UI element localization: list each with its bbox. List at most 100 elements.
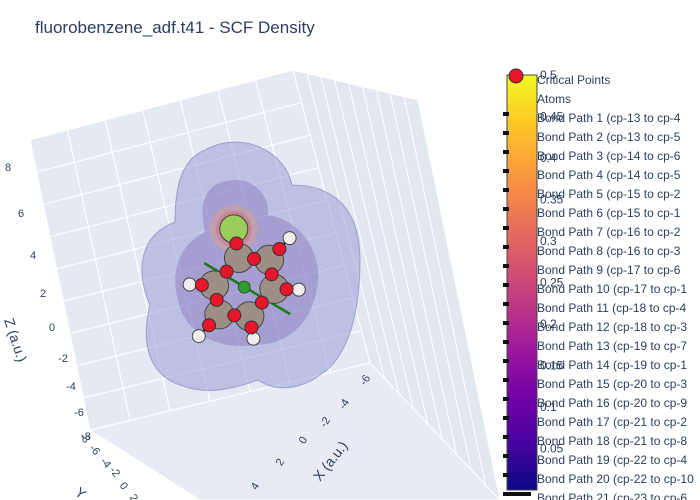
bond-critical-point[interactable] <box>254 295 269 310</box>
grid-line <box>320 76 400 394</box>
z-tick-label: -2 <box>58 353 68 365</box>
legend-item[interactable]: Bond Path 16 (cp-20 to cp-9 <box>503 396 687 410</box>
legend-item[interactable]: Bond Path 12 (cp-18 to cp-3 <box>503 320 687 334</box>
atom-H[interactable] <box>191 329 206 344</box>
colorbar-tick-label: 0.4 <box>540 151 557 165</box>
legend-item[interactable]: Bond Path 9 (cp-17 to cp-6 <box>503 263 681 277</box>
z-tick-label: -6 <box>74 407 84 419</box>
legend-label: Bond Path 15 (cp-20 to cp-3 <box>537 377 687 391</box>
grid-line <box>217 89 291 383</box>
legend-label: Bond Path 3 (cp-14 to cp-6 <box>537 149 681 163</box>
legend-item[interactable]: Bond Path 1 (cp-13 to cp-4 <box>503 111 681 125</box>
legend-line-icon <box>503 245 509 249</box>
colorbar-tick-label: 0.5 <box>540 68 557 82</box>
legend-line-icon <box>503 340 509 344</box>
legend-item[interactable]: Bond Path 5 (cp-15 to cp-2 <box>503 187 681 201</box>
bond-critical-point[interactable] <box>209 292 224 307</box>
legend-label: Bond Path 4 (cp-14 to cp-5 <box>537 168 681 182</box>
chart-title: fluorobenzene_adf.t41 - SCF Density <box>35 18 315 37</box>
grid-line <box>104 119 171 411</box>
legend-item[interactable]: Atoms <box>537 92 571 106</box>
bond-critical-point[interactable] <box>272 241 287 256</box>
legend-line-icon <box>503 188 509 192</box>
grid-line <box>254 79 331 373</box>
z-tick-label: 6 <box>18 208 24 220</box>
legend-item[interactable]: Bond Path 8 (cp-16 to cp-3 <box>503 244 681 258</box>
legend-item[interactable]: Bond Path 6 (cp-15 to cp-1 <box>503 206 681 220</box>
bond-critical-point[interactable] <box>202 318 217 333</box>
legend-item[interactable]: Bond Path 3 (cp-14 to cp-6 <box>503 149 681 163</box>
legend-item[interactable]: Bond Path 21 (cp-23 to cp-6 <box>503 491 687 500</box>
bond-critical-point[interactable] <box>264 267 279 282</box>
legend-item[interactable]: Bond Path 13 (cp-19 to cp-7 <box>503 339 687 353</box>
z-tick-label: 8 <box>5 162 11 174</box>
grid-line <box>76 297 354 367</box>
grid-line <box>306 73 385 379</box>
y-tick-label: -6 <box>87 443 102 458</box>
x-tick-label: 2 <box>274 457 287 469</box>
bond-critical-point[interactable] <box>194 277 209 292</box>
legend-line-icon <box>503 131 509 135</box>
legend-label: Bond Path 6 (cp-15 to cp-1 <box>537 206 681 220</box>
legend-label: Bond Path 21 (cp-23 to cp-6 <box>537 491 687 500</box>
legend-label: Atoms <box>537 92 571 106</box>
legend-label: Bond Path 7 (cp-16 to cp-2 <box>537 225 681 239</box>
legend-line-icon <box>503 359 509 363</box>
legend-line-icon <box>503 397 509 401</box>
grid-line <box>403 96 487 485</box>
legend-label: Bond Path 2 (cp-13 to cp-5 <box>537 130 681 144</box>
legend-item[interactable]: Bond Path 7 (cp-16 to cp-2 <box>503 225 681 239</box>
bond-critical-point[interactable] <box>229 236 244 251</box>
grid-line <box>36 102 302 173</box>
colorbar-tick-label: 0.2 <box>540 317 557 331</box>
legend-label: Bond Path 17 (cp-21 to cp-2 <box>537 415 687 429</box>
legend-item[interactable]: Bond Path 20 (cp-22 to cp-10 <box>503 472 694 486</box>
legend-label: Bond Path 14 (cp-19 to cp-1 <box>537 358 687 372</box>
legend-line-icon <box>503 169 509 173</box>
legend-line-icon <box>503 150 509 154</box>
bond-critical-point[interactable] <box>244 320 259 335</box>
legend-item[interactable]: Bond Path 14 (cp-19 to cp-1 <box>503 358 687 372</box>
legend-item[interactable]: Bond Path 4 (cp-14 to cp-5 <box>503 168 681 182</box>
legend-marker-icon <box>508 68 524 84</box>
legend-line-icon <box>503 207 509 211</box>
grid-line <box>69 264 345 334</box>
grid-line <box>67 129 131 421</box>
z-tick-label: -4 <box>66 381 76 393</box>
legend-item[interactable]: Bond Path 18 (cp-21 to cp-8 <box>503 434 687 448</box>
grid-line <box>348 83 429 425</box>
legend-label: Critical Points <box>537 73 610 87</box>
legend-label: Bond Path 8 (cp-16 to cp-3 <box>537 244 681 258</box>
bond-critical-point[interactable] <box>219 264 234 279</box>
atom-H[interactable] <box>182 277 197 292</box>
colorbar-tick-label: 0.45 <box>540 110 564 124</box>
legend-item[interactable]: Bond Path 15 (cp-20 to cp-3 <box>503 377 687 391</box>
bond-critical-point[interactable] <box>279 282 294 297</box>
bond-critical-point[interactable] <box>247 251 262 266</box>
legend-item[interactable]: Critical Points <box>508 68 610 87</box>
grid-line <box>83 329 362 399</box>
legend-item[interactable]: Bond Path 10 (cp-17 to cp-1 <box>503 282 687 296</box>
legend-line-icon <box>503 435 509 439</box>
legend-line-icon <box>503 454 509 458</box>
ring-critical-point[interactable] <box>237 280 251 294</box>
legend-line-icon <box>503 473 509 477</box>
z-axis-title: Z (a.u.) <box>1 316 30 364</box>
legend-label: Bond Path 1 (cp-13 to cp-4 <box>537 111 681 125</box>
legend-item[interactable]: Bond Path 17 (cp-21 to cp-2 <box>503 415 687 429</box>
grid-line <box>361 86 443 440</box>
z-tick-label: 0 <box>49 322 55 334</box>
bond-critical-point[interactable] <box>227 308 242 323</box>
atom-H[interactable] <box>282 231 297 246</box>
legend-line-icon <box>503 112 509 116</box>
legend-label: Bond Path 5 (cp-15 to cp-2 <box>537 187 681 201</box>
atom-H[interactable] <box>291 282 306 297</box>
floor <box>88 362 501 500</box>
legend[interactable]: Critical Points Atoms Bond Path 1 (cp-13 t… <box>503 68 694 500</box>
legend-label: Bond Path 12 (cp-18 to cp-3 <box>537 320 687 334</box>
legend-item[interactable]: Bond Path 19 (cp-22 to cp-4 <box>503 453 687 467</box>
legend-item[interactable]: Bond Path 11 (cp-18 to cp-4 <box>503 301 687 315</box>
legend-item[interactable]: Bond Path 2 (cp-13 to cp-5 <box>503 130 681 144</box>
